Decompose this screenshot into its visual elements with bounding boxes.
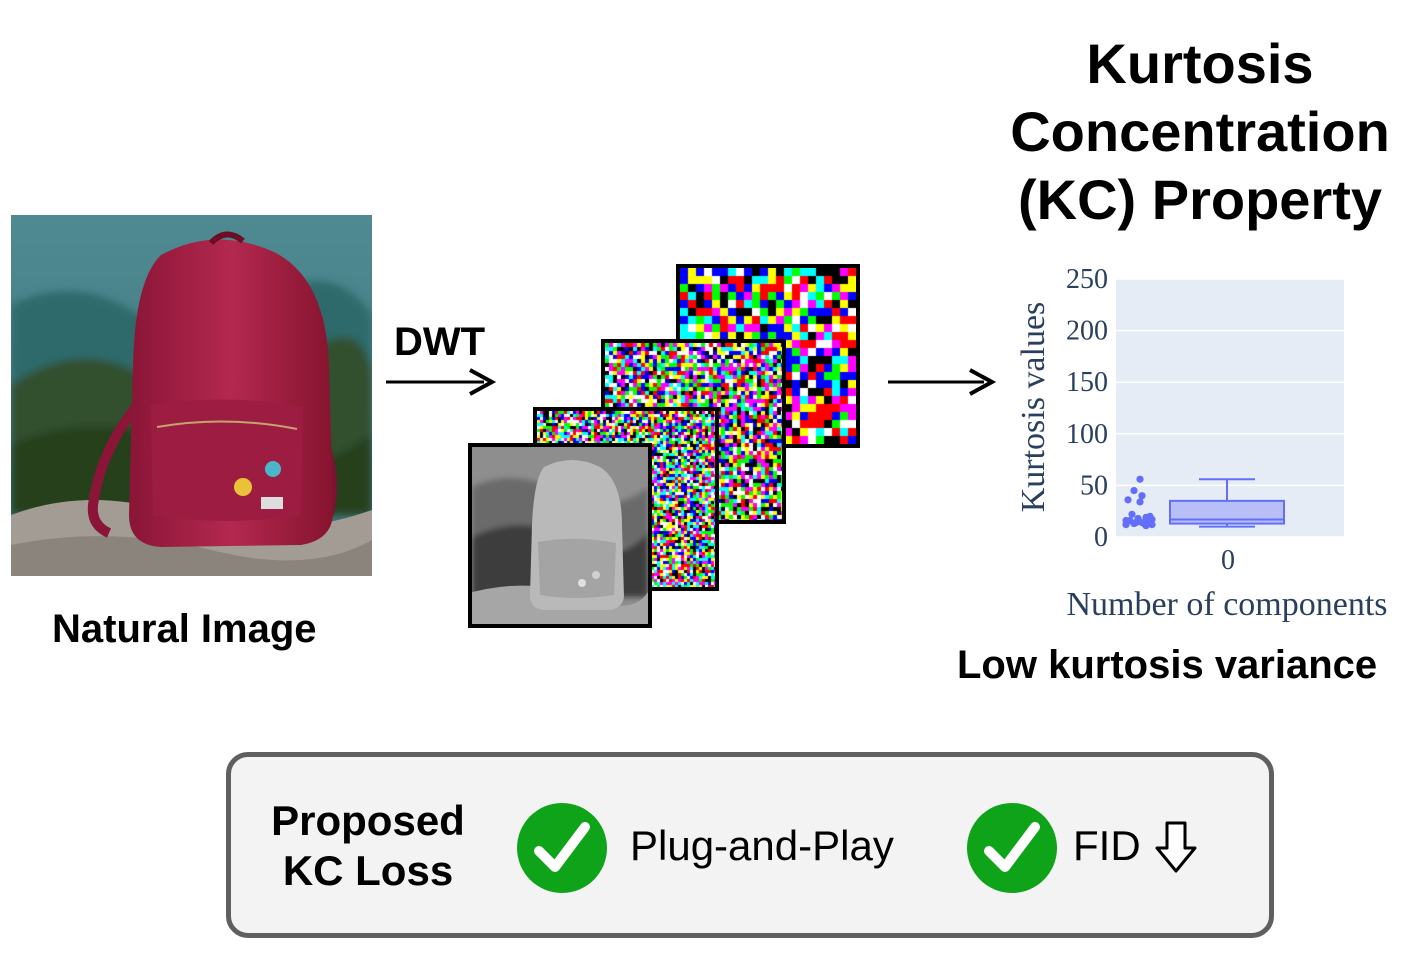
- y-tick-label: 50: [1080, 470, 1108, 501]
- data-point: [1134, 517, 1142, 526]
- down-arrow-icon: [1155, 821, 1197, 873]
- data-point: [1136, 475, 1144, 483]
- kc-title-line: (KC) Property: [1017, 168, 1383, 231]
- low-variance-caption: Low kurtosis variance: [957, 643, 1378, 687]
- natural-image-caption: Natural Image: [52, 607, 317, 651]
- y-tick-label: 100: [1066, 419, 1108, 450]
- kurtosis-box-chart: 0 50 100 150 200 250 0 Number of components K…: [1015, 264, 1388, 623]
- iqr-box: [1169, 499, 1285, 525]
- y-tick-label: 0: [1094, 522, 1108, 553]
- check-icon: [517, 803, 607, 893]
- y-tick-label: 150: [1066, 367, 1108, 398]
- checkmark-glyph: [534, 822, 590, 872]
- data-points: [1122, 475, 1156, 530]
- data-point: [1142, 522, 1150, 530]
- proposed-line: Proposed: [271, 797, 465, 844]
- data-point: [1136, 498, 1144, 506]
- y-tick-label: 200: [1066, 316, 1108, 347]
- summary-box: [226, 752, 1274, 938]
- data-point: [1128, 510, 1136, 518]
- feature-plug-and-play: Plug-and-Play: [630, 822, 894, 869]
- kc-title: Kurtosis Concentration (KC) Property: [980, 30, 1420, 234]
- y-axis-label: Kurtosis values: [1015, 302, 1052, 513]
- kc-title-line: Kurtosis: [1086, 32, 1314, 95]
- y-tick-labels: 0 50 100 150 200 250: [1066, 264, 1108, 553]
- x-axis-label: Number of components: [1066, 586, 1387, 623]
- backpack-photo: [11, 215, 372, 576]
- check-icon: [967, 803, 1057, 893]
- grid-lines: [1116, 278, 1344, 538]
- subband-ll-grayscale: [468, 443, 652, 628]
- kc-title-line: Concentration: [1010, 100, 1390, 163]
- x-tick-label: 0: [1221, 545, 1235, 576]
- dwt-label: DWT: [394, 320, 486, 364]
- grayscale-backpack: [472, 447, 648, 624]
- data-point: [1148, 515, 1156, 524]
- data-point: [1148, 521, 1156, 529]
- natural-image: [11, 215, 372, 576]
- data-point: [1142, 513, 1150, 521]
- box-plot: [1169, 478, 1285, 528]
- data-point: [1138, 492, 1146, 500]
- feature-fid: FID: [1073, 822, 1141, 869]
- checkmark-glyph: [984, 822, 1040, 872]
- plot-area: [1116, 279, 1344, 537]
- data-point: [1124, 496, 1132, 504]
- y-tick-label: 250: [1066, 264, 1108, 295]
- chart-arrow-icon: [888, 368, 997, 396]
- dwt-arrow-icon: [386, 368, 497, 396]
- data-point: [1130, 486, 1138, 495]
- data-point: [1122, 516, 1130, 525]
- proposed-kc-loss-label: Proposed KC Loss: [268, 796, 468, 896]
- proposed-line: KC Loss: [282, 847, 454, 894]
